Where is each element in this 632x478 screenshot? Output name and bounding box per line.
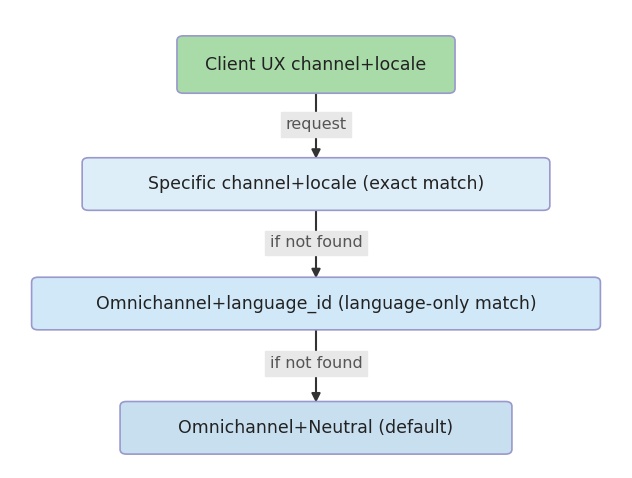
Text: if not found: if not found [270,356,362,371]
Text: Omnichannel+language_id (language-only match): Omnichannel+language_id (language-only m… [95,294,537,313]
FancyBboxPatch shape [82,158,550,210]
Text: Omnichannel+Neutral (default): Omnichannel+Neutral (default) [178,419,454,437]
Text: Specific channel+locale (exact match): Specific channel+locale (exact match) [148,175,484,193]
Text: request: request [286,117,346,132]
FancyBboxPatch shape [120,402,512,454]
Text: if not found: if not found [270,235,362,250]
FancyBboxPatch shape [177,36,455,93]
Text: Client UX channel+locale: Client UX channel+locale [205,55,427,74]
FancyBboxPatch shape [32,277,600,330]
